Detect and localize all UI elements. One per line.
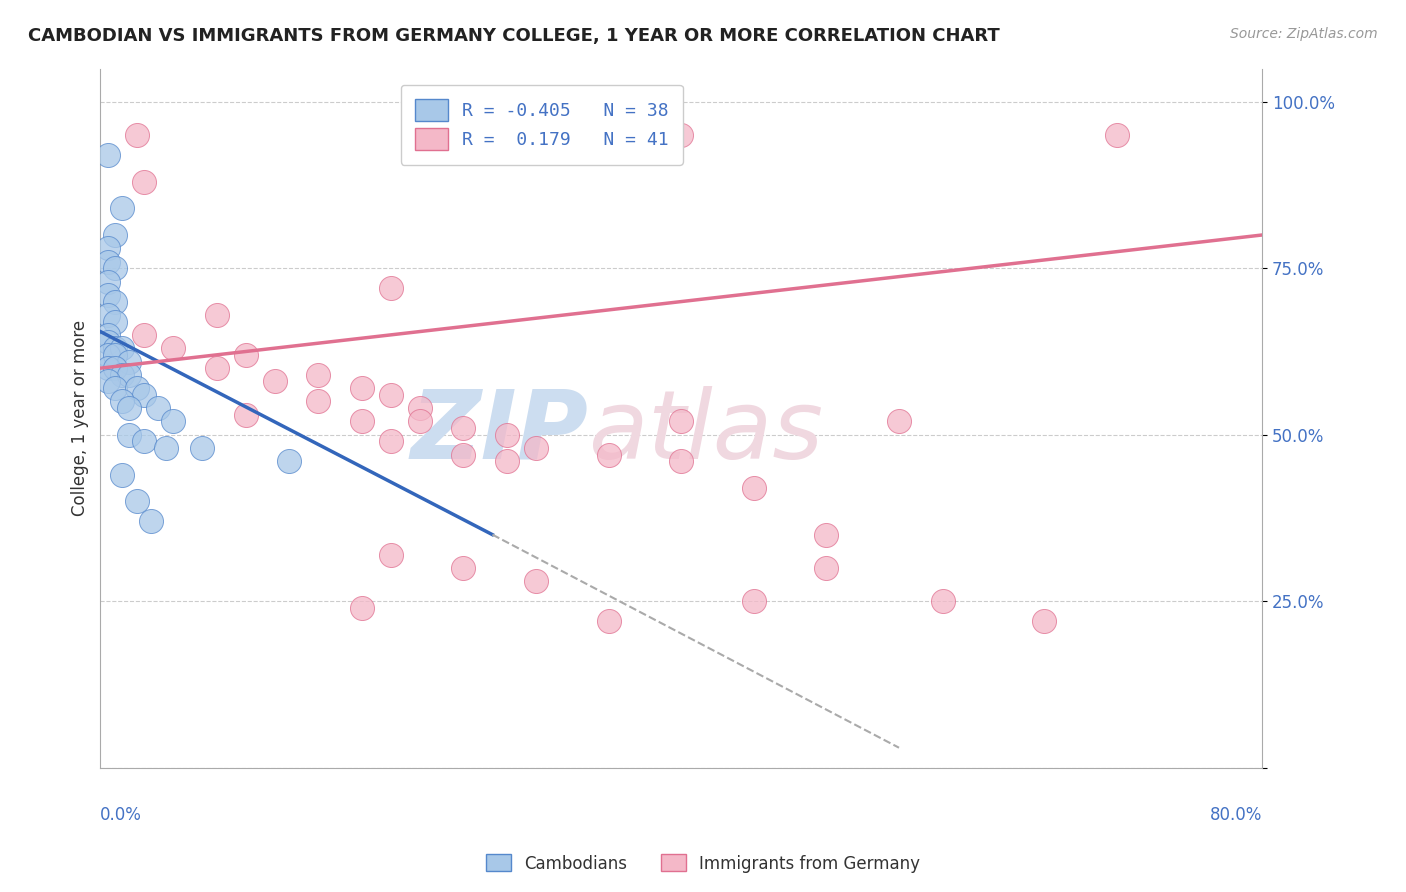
Point	[524, 574, 547, 589]
Point	[155, 441, 177, 455]
Text: ZIP: ZIP	[411, 385, 588, 479]
Point	[118, 427, 141, 442]
Point	[118, 368, 141, 382]
Point	[380, 281, 402, 295]
Point	[496, 454, 519, 468]
Point	[598, 448, 620, 462]
Point	[97, 254, 120, 268]
Point	[118, 401, 141, 416]
Point	[111, 467, 134, 482]
Point	[97, 308, 120, 322]
Text: 0.0%: 0.0%	[100, 806, 142, 824]
Text: Source: ZipAtlas.com: Source: ZipAtlas.com	[1230, 27, 1378, 41]
Text: 80.0%: 80.0%	[1209, 806, 1263, 824]
Point	[97, 148, 120, 162]
Point	[307, 394, 329, 409]
Point	[307, 368, 329, 382]
Point	[496, 427, 519, 442]
Point	[524, 441, 547, 455]
Point	[380, 548, 402, 562]
Point	[453, 421, 475, 435]
Point	[118, 354, 141, 368]
Point	[104, 261, 127, 276]
Point	[1105, 128, 1128, 142]
Point	[97, 375, 120, 389]
Point	[453, 561, 475, 575]
Point	[104, 381, 127, 395]
Point	[97, 241, 120, 255]
Point	[111, 341, 134, 355]
Point	[104, 314, 127, 328]
Point	[278, 454, 301, 468]
Point	[97, 361, 120, 376]
Point	[111, 202, 134, 216]
Point	[104, 227, 127, 242]
Legend: R = -0.405   N = 38, R =  0.179   N = 41: R = -0.405 N = 38, R = 0.179 N = 41	[401, 85, 683, 165]
Point	[104, 348, 127, 362]
Point	[104, 294, 127, 309]
Point	[409, 401, 432, 416]
Point	[191, 441, 214, 455]
Point	[409, 414, 432, 428]
Point	[125, 128, 148, 142]
Point	[263, 375, 285, 389]
Point	[815, 561, 838, 575]
Point	[235, 408, 257, 422]
Point	[453, 448, 475, 462]
Point	[132, 327, 155, 342]
Point	[350, 600, 373, 615]
Point	[742, 594, 765, 608]
Point	[1033, 614, 1056, 628]
Text: CAMBODIAN VS IMMIGRANTS FROM GERMANY COLLEGE, 1 YEAR OR MORE CORRELATION CHART: CAMBODIAN VS IMMIGRANTS FROM GERMANY COL…	[28, 27, 1000, 45]
Point	[97, 334, 120, 349]
Y-axis label: College, 1 year or more: College, 1 year or more	[72, 320, 89, 516]
Point	[815, 527, 838, 541]
Point	[125, 381, 148, 395]
Point	[205, 361, 228, 376]
Point	[350, 381, 373, 395]
Point	[97, 275, 120, 289]
Point	[931, 594, 953, 608]
Point	[162, 341, 184, 355]
Point	[669, 414, 692, 428]
Point	[669, 454, 692, 468]
Point	[111, 368, 134, 382]
Point	[125, 494, 148, 508]
Point	[148, 401, 170, 416]
Point	[742, 481, 765, 495]
Point	[104, 341, 127, 355]
Point	[132, 388, 155, 402]
Point	[380, 388, 402, 402]
Point	[205, 308, 228, 322]
Point	[132, 175, 155, 189]
Point	[104, 361, 127, 376]
Point	[97, 327, 120, 342]
Point	[132, 434, 155, 449]
Point	[111, 394, 134, 409]
Text: atlas: atlas	[588, 385, 824, 479]
Point	[669, 128, 692, 142]
Legend: Cambodians, Immigrants from Germany: Cambodians, Immigrants from Germany	[479, 847, 927, 880]
Point	[97, 348, 120, 362]
Point	[235, 348, 257, 362]
Point	[380, 434, 402, 449]
Point	[97, 288, 120, 302]
Point	[350, 414, 373, 428]
Point	[453, 128, 475, 142]
Point	[598, 614, 620, 628]
Point	[162, 414, 184, 428]
Point	[141, 514, 163, 528]
Point	[887, 414, 910, 428]
